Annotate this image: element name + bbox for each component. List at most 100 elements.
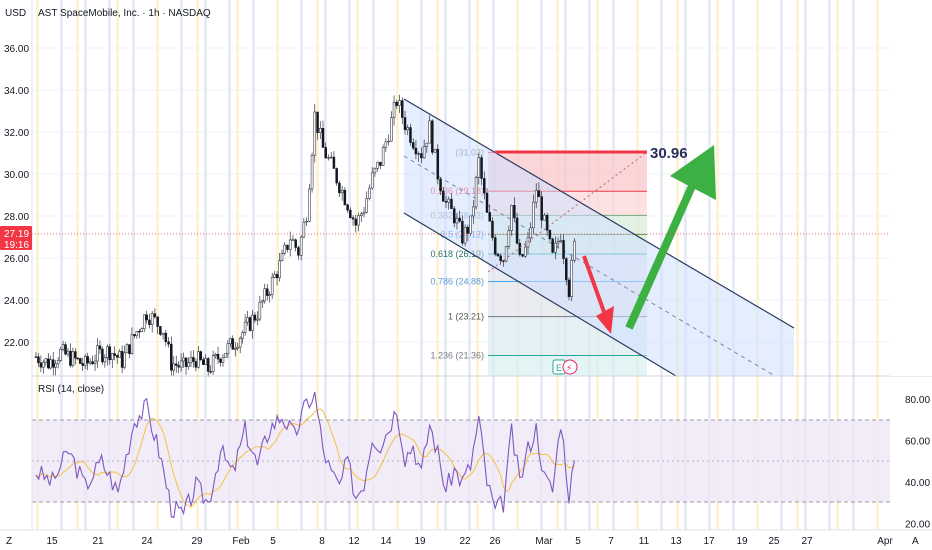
candle-body — [422, 146, 426, 159]
candle-body — [529, 227, 532, 239]
time-axis[interactable]: 15 21 24 29 Feb 5 8 12 14 19 22 26 Mar 5 7 11 13 17 19 25 27… — [0, 529, 932, 550]
price-axis-ticks: 36.00 34.00 32.00 30.00 28.00 26.00 24.00 22.00 — [4, 44, 29, 349]
candle-body — [480, 157, 483, 179]
time-label: 27 — [801, 536, 813, 547]
session-stripe — [300, 0, 303, 530]
channel-bottom-line[interactable] — [403, 212, 677, 377]
session-stripe — [276, 0, 279, 530]
candle-body — [376, 161, 379, 169]
candle-body — [493, 237, 497, 255]
candle-body — [56, 360, 60, 365]
channel-top-line[interactable] — [403, 98, 795, 329]
candle-body — [59, 349, 62, 361]
candle-body — [209, 371, 212, 373]
candle-body — [409, 127, 412, 143]
candle-body — [526, 237, 530, 248]
chart-title: AST SpaceMobile, Inc. · 1h · NASDAQ — [38, 8, 211, 19]
flash-label: ⚡ — [566, 363, 572, 373]
candle-body — [278, 260, 281, 279]
candle-body — [332, 156, 336, 169]
session-stripe — [756, 0, 759, 530]
candle-body — [42, 361, 45, 368]
candle-body — [504, 246, 508, 262]
rsi-title: RSI (14, close) — [38, 384, 104, 395]
candle-body — [288, 239, 292, 250]
candle-body — [321, 127, 325, 148]
candle-body — [79, 358, 82, 364]
candle-body — [545, 215, 549, 231]
price-tick-label: 22.00 — [4, 338, 29, 349]
session-stripe — [236, 0, 239, 530]
event-icons[interactable]: E ⚡ — [552, 359, 578, 375]
candle-body — [177, 365, 180, 368]
candle-body — [142, 314, 146, 329]
candle-body — [433, 148, 437, 153]
corner-left-icon[interactable]: Z — [6, 536, 12, 547]
candle-body — [214, 353, 217, 356]
candle-body — [74, 351, 77, 359]
time-label: Apr — [877, 536, 893, 547]
candle-body — [243, 321, 247, 333]
candle-body — [439, 178, 442, 192]
candle-body — [387, 140, 390, 143]
candle-body — [170, 343, 173, 371]
rsi-tick-label: 20.00 — [905, 520, 930, 531]
candle-body — [534, 190, 538, 203]
candle-body — [268, 294, 271, 296]
rsi-axis: 80.00 60.00 40.00 20.00 — [905, 395, 930, 531]
price-badge — [0, 226, 32, 250]
candle-body — [39, 362, 43, 368]
rsi-tick-label: 40.00 — [905, 478, 930, 489]
candle-body — [273, 274, 276, 278]
candle-body — [128, 344, 131, 354]
candle-body — [253, 314, 257, 321]
candle-body — [47, 358, 50, 369]
candle-body — [398, 100, 401, 106]
candle-body — [365, 198, 368, 213]
candle-body — [283, 244, 286, 254]
candle-body — [329, 156, 333, 159]
descending-channel[interactable] — [403, 98, 795, 377]
candle-body — [192, 357, 195, 362]
candle-body — [120, 351, 124, 368]
candle-body — [229, 338, 232, 344]
corner-right-icon[interactable]: A — [912, 536, 919, 547]
candle-body — [302, 221, 306, 238]
candle-body — [406, 127, 409, 131]
candle-body — [189, 357, 193, 364]
candle-body — [111, 353, 114, 360]
candle-body — [340, 189, 344, 194]
candle-body — [101, 348, 104, 363]
session-stripe — [476, 0, 479, 530]
candle-body — [286, 244, 289, 250]
candle-body — [194, 361, 198, 368]
candle-body — [551, 238, 554, 253]
candle-body — [83, 356, 87, 366]
price-axis[interactable] — [890, 0, 932, 376]
time-label: 19 — [736, 536, 748, 547]
rsi-pane[interactable]: RSI (14, close) 80.00 60.00 40.00 20.00 — [0, 375, 932, 531]
currency-label: USD — [5, 8, 26, 19]
candle-body — [499, 255, 502, 262]
candle-body — [507, 230, 511, 247]
candle-body — [113, 353, 116, 356]
price-candles — [34, 94, 576, 377]
price-tick-label: 26.00 — [4, 254, 29, 265]
time-label: Feb — [232, 536, 250, 547]
time-label: 29 — [191, 536, 203, 547]
session-stripe — [108, 0, 111, 530]
candle-body — [395, 101, 399, 106]
candle-body — [66, 350, 70, 355]
left-price-axis[interactable]: 36.00 34.00 32.00 30.00 28.00 26.00 24.00 22.00… — [0, 0, 33, 530]
candle-body — [442, 190, 445, 202]
candle-body — [444, 201, 448, 203]
candle-body — [420, 153, 423, 159]
candle-body — [275, 274, 279, 279]
session-stripe — [116, 0, 119, 530]
rsi-ma-line — [35, 408, 575, 508]
candle-body — [261, 300, 264, 303]
time-label: 5 — [575, 536, 581, 547]
flash-icon[interactable] — [562, 359, 578, 375]
candle-body — [299, 236, 303, 256]
